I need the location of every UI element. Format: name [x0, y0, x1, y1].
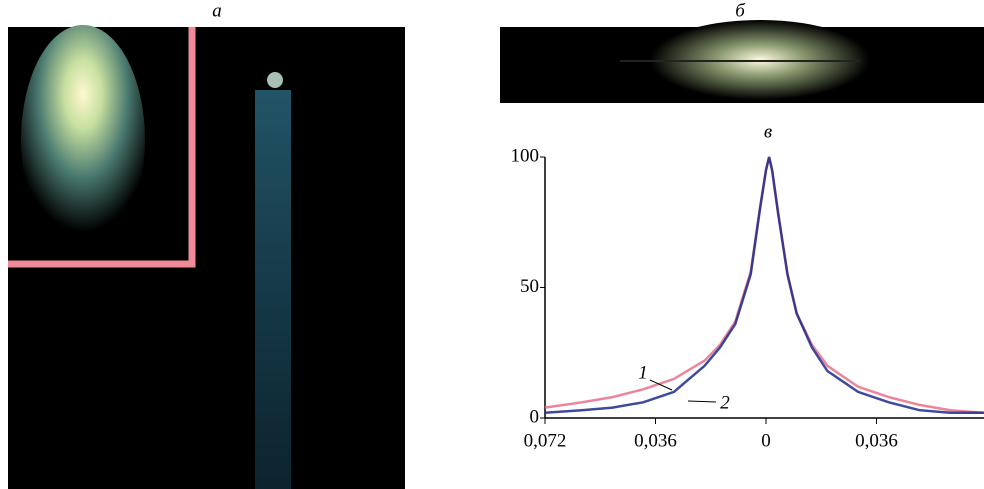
- leader-line: [649, 379, 673, 391]
- series-annotation: 2: [720, 392, 730, 413]
- y-tick-label: 0: [530, 406, 540, 427]
- y-tick-label: 50: [520, 276, 539, 297]
- x-tick-label: 0,072: [524, 430, 567, 451]
- panel-label: б: [735, 0, 746, 21]
- inset-blob: [21, 25, 145, 255]
- series-annotation: 1: [638, 362, 648, 383]
- inset-border: [8, 27, 196, 268]
- y-tick-label: 100: [511, 145, 540, 166]
- series-line: [544, 156, 984, 415]
- leader-line: [687, 400, 717, 403]
- x-tick-label: 0: [761, 430, 771, 451]
- panel-label: а: [212, 0, 222, 21]
- series-line: [544, 156, 984, 415]
- x-tick-label: 0,036: [855, 430, 898, 451]
- chart-title: в: [764, 121, 772, 142]
- beam: [255, 90, 291, 489]
- x-tick-label: 0,036: [634, 430, 677, 451]
- spot: [267, 72, 283, 88]
